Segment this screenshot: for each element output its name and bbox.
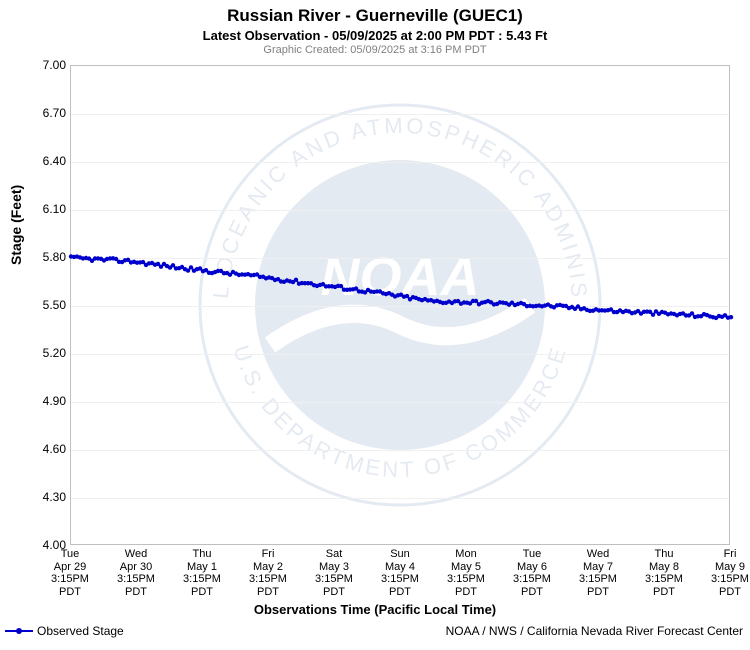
xtick-label: ThuMay 13:15PMPDT (183, 548, 221, 599)
xtick-label: TueApr 293:15PMPDT (51, 548, 89, 599)
ytick-label: 6.70 (26, 106, 66, 120)
ytick-label: 6.40 (26, 154, 66, 168)
legend-marker-icon (5, 630, 33, 632)
title-block: Russian River - Guerneville (GUEC1) Late… (0, 0, 750, 56)
ytick-label: 5.80 (26, 250, 66, 264)
ytick-label: 7.00 (26, 58, 66, 72)
chart-created: Graphic Created: 05/09/2025 at 3:16 PM P… (0, 44, 750, 56)
legend: Observed Stage (5, 624, 124, 638)
ytick-label: 5.20 (26, 346, 66, 360)
chart-container: Russian River - Guerneville (GUEC1) Late… (0, 0, 750, 650)
plot-area: NOAA NATIONAL OCEANIC AND ATMOSPHERIC AD… (70, 65, 730, 545)
chart-subtitle: Latest Observation - 05/09/2025 at 2:00 … (0, 28, 750, 43)
x-axis-label: Observations Time (Pacific Local Time) (254, 602, 496, 617)
xtick-label: ThuMay 83:15PMPDT (645, 548, 683, 599)
attribution-text: NOAA / NWS / California Nevada River For… (446, 624, 743, 638)
xtick-label: WedApr 303:15PMPDT (117, 548, 155, 599)
xtick-label: SatMay 33:15PMPDT (315, 548, 353, 599)
xtick-label: FriMay 93:15PMPDT (711, 548, 749, 599)
chart-title: Russian River - Guerneville (GUEC1) (0, 6, 750, 26)
xtick-label: WedMay 73:15PMPDT (579, 548, 617, 599)
ytick-label: 5.50 (26, 298, 66, 312)
xtick-label: SunMay 43:15PMPDT (381, 548, 419, 599)
xtick-label: MonMay 53:15PMPDT (447, 548, 485, 599)
xtick-label: FriMay 23:15PMPDT (249, 548, 287, 599)
ytick-label: 6.10 (26, 202, 66, 216)
legend-label: Observed Stage (37, 624, 124, 638)
ytick-label: 4.30 (26, 490, 66, 504)
ytick-label: 4.60 (26, 442, 66, 456)
xtick-label: TueMay 63:15PMPDT (513, 548, 551, 599)
y-axis-label: Stage (Feet) (8, 185, 24, 265)
ytick-label: 4.90 (26, 394, 66, 408)
observed-stage-series (71, 66, 729, 544)
